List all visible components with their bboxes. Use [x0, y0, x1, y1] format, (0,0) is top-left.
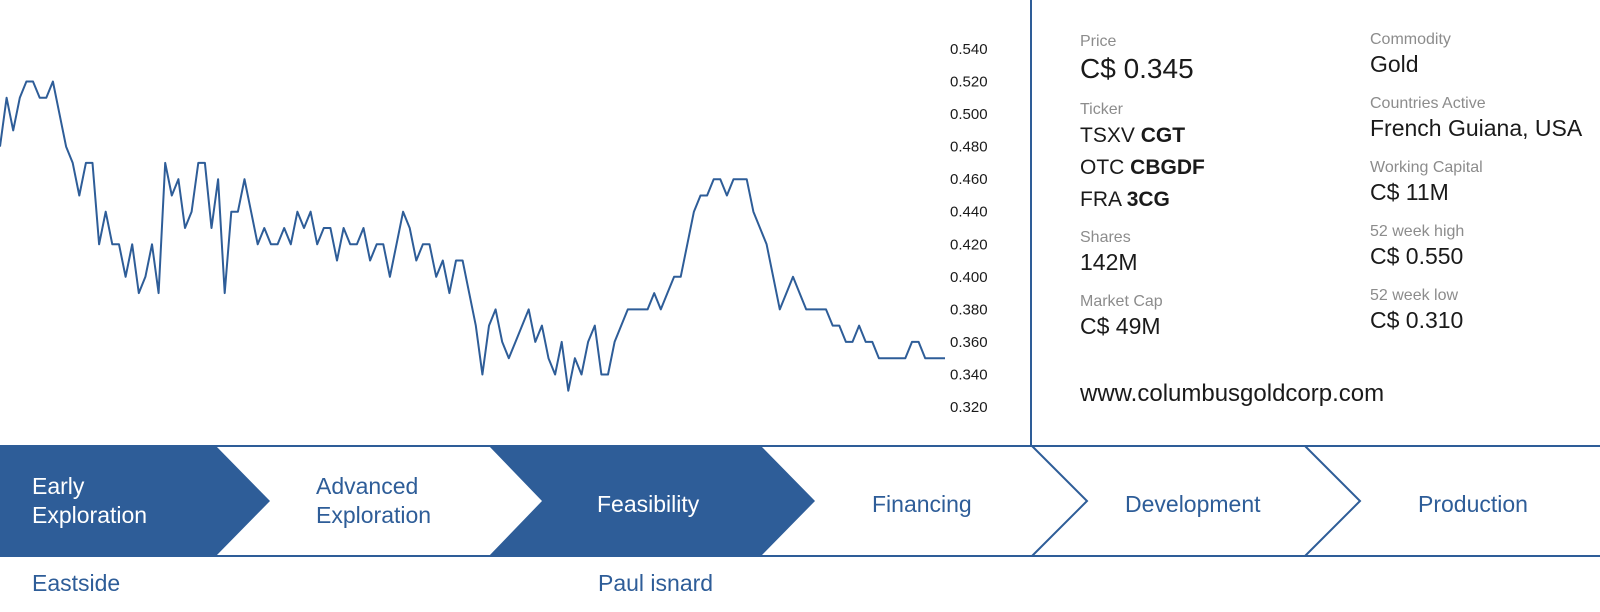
- website-link[interactable]: www.columbusgoldcorp.com: [1080, 380, 1385, 407]
- stage-label-line: Production: [1418, 491, 1528, 517]
- stage-advanced-exploration: Advanced Exploration: [316, 472, 431, 530]
- y-tick-label: 0.540: [950, 41, 988, 58]
- stage-label-line: Exploration: [32, 502, 148, 528]
- ticker-symbol: CBGDF: [1130, 156, 1205, 179]
- countries-field: Countries Active French Guiana, USA: [1370, 94, 1582, 142]
- ticker-label: Ticker: [1080, 101, 1123, 118]
- price-field: Price C$ 0.345: [1080, 32, 1194, 86]
- high-52-label: 52 week high: [1370, 223, 1465, 240]
- stage-label-line: Development: [1125, 491, 1261, 517]
- stage-label-line: Financing: [872, 491, 972, 517]
- stage-chevron: [1304, 445, 1362, 557]
- stage-early-exploration: Early Exploration: [32, 472, 147, 530]
- y-tick-label: 0.360: [950, 334, 988, 351]
- y-tick-label: 0.380: [950, 301, 988, 318]
- y-tick-label: 0.440: [950, 204, 988, 221]
- project-eastside[interactable]: Eastside: [32, 570, 121, 596]
- shares-field: Shares 142M: [1080, 228, 1138, 276]
- stage-chevron: [1031, 445, 1089, 557]
- stage-pipeline: [0, 445, 1600, 557]
- ticker-symbol: CGT: [1140, 124, 1186, 147]
- y-tick-label: 0.400: [950, 269, 988, 286]
- market-cap-field: Market Cap C$ 49M: [1080, 292, 1163, 340]
- y-tick-label: 0.520: [950, 74, 988, 91]
- stage-label-line: Advanced: [316, 473, 419, 499]
- ticker-field: Ticker TSXV CGT OTC CBGDF FRA 3CG: [1080, 100, 1205, 216]
- y-tick-label: 0.460: [950, 171, 988, 188]
- working-capital-field: Working Capital C$ 11M: [1370, 158, 1483, 206]
- price-series-line: [0, 80, 945, 392]
- commodity-field: Commodity Gold: [1370, 30, 1451, 78]
- ticker-line-tsxv: TSXV CGT: [1080, 120, 1205, 152]
- shares-label: Shares: [1080, 229, 1131, 246]
- high-52-value: C$ 0.550: [1370, 243, 1464, 269]
- project-paul-isnard[interactable]: Paul isnard: [598, 570, 714, 596]
- working-capital-value: C$ 11M: [1370, 179, 1449, 205]
- shares-value: 142M: [1080, 249, 1138, 275]
- ticker-line-otc: OTC CBGDF: [1080, 152, 1205, 184]
- low-52-value: C$ 0.310: [1370, 307, 1464, 333]
- countries-value: French Guiana, USA: [1370, 115, 1583, 141]
- stage-shape: [488, 445, 815, 557]
- high-52-field: 52 week high C$ 0.550: [1370, 222, 1464, 270]
- price-value: C$ 0.345: [1080, 53, 1194, 84]
- ticker-symbol: 3CG: [1126, 188, 1170, 211]
- commodity-label: Commodity: [1370, 31, 1451, 48]
- working-capital-label: Working Capital: [1370, 159, 1483, 176]
- stage-financing: Financing: [872, 490, 972, 519]
- y-tick-label: 0.340: [950, 366, 988, 383]
- ticker-exchange: TSXV: [1080, 124, 1135, 147]
- market-cap-value: C$ 49M: [1080, 313, 1161, 339]
- ticker-line-fra: FRA 3CG: [1080, 184, 1205, 216]
- countries-label: Countries Active: [1370, 95, 1486, 112]
- info-divider: [1030, 0, 1032, 447]
- y-tick-label: 0.420: [950, 236, 988, 253]
- low-52-label: 52 week low: [1370, 287, 1459, 304]
- ticker-exchange: OTC: [1080, 156, 1125, 179]
- y-tick-label: 0.320: [950, 399, 988, 416]
- commodity-value: Gold: [1370, 51, 1419, 77]
- stage-feasibility: Feasibility: [597, 490, 699, 519]
- stage-shape: [0, 445, 270, 557]
- stage-label-line: Early: [32, 473, 85, 499]
- price-label: Price: [1080, 33, 1117, 50]
- stage-development: Development: [1125, 490, 1261, 519]
- y-tick-label: 0.480: [950, 139, 988, 156]
- market-cap-label: Market Cap: [1080, 293, 1163, 310]
- stage-label-line: Feasibility: [597, 491, 700, 517]
- price-chart: 0.540 0.520 0.500 0.480 0.460 0.440 0.420 0.400…: [0, 41, 988, 416]
- ticker-exchange: FRA: [1080, 188, 1121, 211]
- y-tick-label: 0.500: [950, 106, 988, 123]
- stage-label-line: Exploration: [316, 502, 432, 528]
- stage-production: Production: [1418, 490, 1528, 519]
- low-52-field: 52 week low C$ 0.310: [1370, 286, 1463, 334]
